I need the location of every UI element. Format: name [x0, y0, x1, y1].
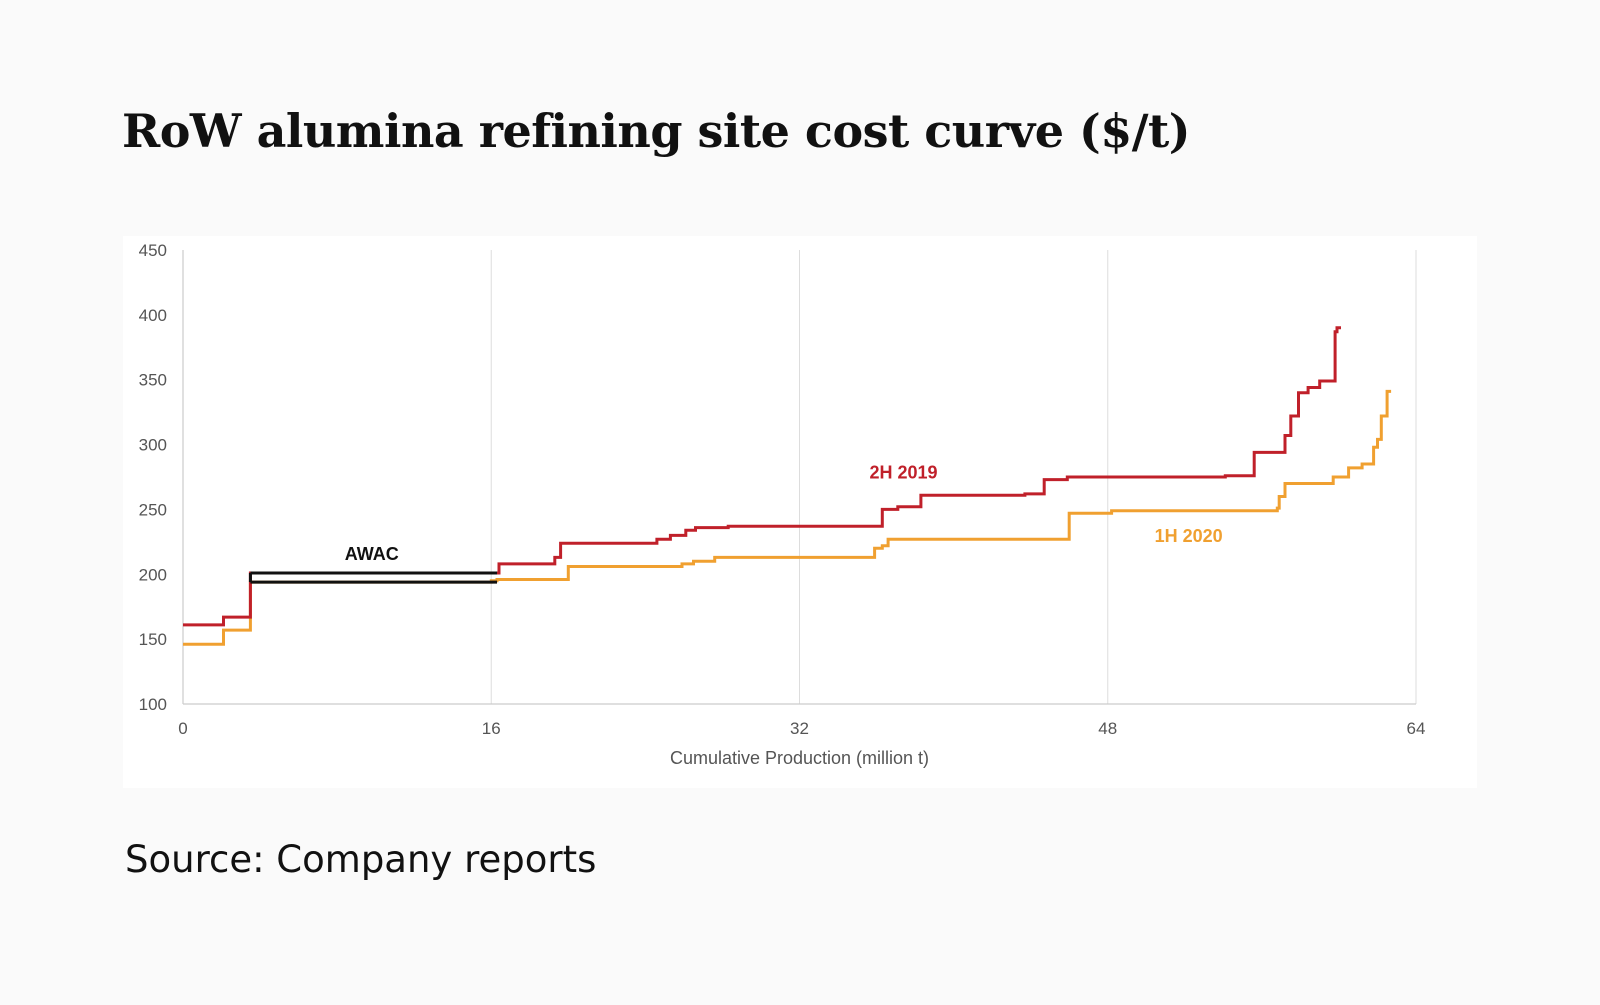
- source-note: Source: Company reports: [125, 838, 597, 881]
- x-tick-label: 32: [790, 719, 809, 738]
- x-tick-label: 16: [482, 719, 501, 738]
- x-tick-label: 48: [1098, 719, 1117, 738]
- y-tick-label: 450: [139, 241, 167, 260]
- y-tick-label: 350: [139, 371, 167, 390]
- y-tick-label: 400: [139, 306, 167, 325]
- series-layer: [183, 326, 1392, 646]
- y-tick-label: 150: [139, 630, 167, 649]
- x-tick-label: 0: [178, 719, 187, 738]
- y-tick-label: 250: [139, 500, 167, 519]
- chart-title: RoW alumina refining site cost curve ($/…: [122, 104, 1191, 158]
- y-tick-label: 300: [139, 436, 167, 455]
- series-annotation-1h-2020: 1H 2020: [1155, 526, 1223, 546]
- axis-layer: 100 150 200 250 300 350 400 450 0 16 32 48 64 Cumulat…: [139, 241, 1426, 768]
- x-tick-label: 64: [1407, 719, 1426, 738]
- series-annotation-awac: AWAC: [345, 544, 399, 564]
- series-line-1h-2020: [183, 389, 1392, 646]
- label-layer: 2H 2019 1H 2020 AWAC: [345, 462, 1223, 564]
- cost-curve-chart: 100 150 200 250 300 350 400 450 0 16 32 48 64 Cumulat…: [139, 241, 1426, 768]
- chart-panel: 100 150 200 250 300 350 400 450 0 16 32 48 64 Cumulat…: [123, 236, 1477, 788]
- grid-layer: [490, 250, 1417, 704]
- y-tick-label: 200: [139, 565, 167, 584]
- x-axis-title: Cumulative Production (million t): [670, 748, 929, 768]
- series-annotation-2h-2019: 2H 2019: [870, 462, 938, 482]
- series-line-2h-2019: [183, 326, 1341, 627]
- y-tick-label: 100: [139, 695, 167, 714]
